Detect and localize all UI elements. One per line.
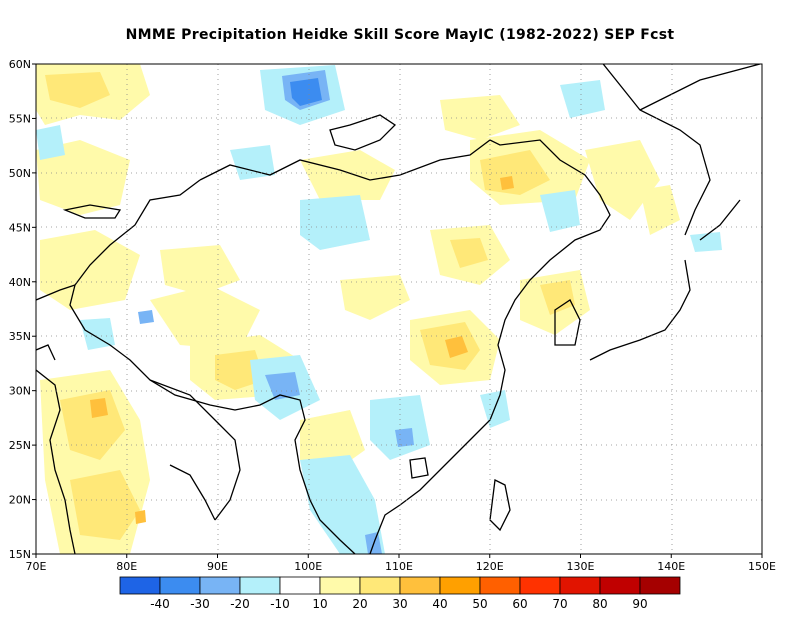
colorbar-swatch (519, 576, 561, 595)
colorbar-label: 60 (512, 597, 527, 611)
lat-tick-label: 25N (9, 439, 31, 452)
colorbar-swatch (119, 576, 161, 595)
colorbar-label: 20 (352, 597, 367, 611)
lon-tick-label: 120E (476, 560, 504, 573)
lon-tick-label: 110E (385, 560, 413, 573)
coastlines-and-borders (36, 64, 761, 554)
colorbar-swatch (239, 576, 281, 595)
colorbar-label: 80 (592, 597, 607, 611)
lon-tick-label: 80E (116, 560, 137, 573)
skill-neg30-40-patches (290, 78, 322, 106)
colorbar-label: 90 (632, 597, 647, 611)
map-title: NMME Precipitation Heidke Skill Score Ma… (125, 27, 675, 43)
lat-tick-label: 15N (9, 548, 31, 561)
lat-tick-label: 35N (9, 330, 31, 343)
colorbar: -40 -30 -20 -10 10 20 30 40 50 60 70 80 90 (119, 576, 681, 611)
colorbar-swatch (599, 576, 641, 595)
colorbar-label: 50 (472, 597, 487, 611)
gridlines (36, 64, 762, 554)
latitude-tick-labels: 15N 20N 25N 30N 35N 40N 45N 50N 55N 60N (9, 58, 36, 561)
colorbar-label: 40 (432, 597, 447, 611)
lon-tick-label: 130E (567, 560, 595, 573)
lat-tick-label: 60N (9, 58, 31, 71)
colorbar-label: 10 (312, 597, 327, 611)
colorbar-swatch (279, 576, 321, 595)
lat-tick-label: 40N (9, 276, 31, 289)
colorbar-swatch (399, 576, 441, 595)
lon-tick-label: 100E (294, 560, 322, 573)
colorbar-label: 70 (552, 597, 567, 611)
lat-tick-label: 50N (9, 167, 31, 180)
skill-field (36, 64, 762, 554)
skill-30-40-patches (90, 176, 514, 524)
colorbar-swatch (479, 576, 521, 595)
colorbar-swatch (439, 576, 481, 595)
colorbar-swatch (159, 576, 201, 595)
lat-tick-label: 30N (9, 385, 31, 398)
lon-tick-label: 90E (207, 560, 228, 573)
colorbar-label: -20 (230, 597, 250, 611)
colorbar-swatch (319, 576, 361, 595)
colorbar-swatch (639, 576, 681, 595)
colorbar-swatch (559, 576, 601, 595)
colorbar-swatch (359, 576, 401, 595)
lat-tick-label: 20N (9, 494, 31, 507)
colorbar-label: 30 (392, 597, 407, 611)
lat-tick-label: 45N (9, 221, 31, 234)
lon-tick-label: 140E (657, 560, 685, 573)
lon-tick-label: 150E (748, 560, 776, 573)
colorbar-swatch (199, 576, 241, 595)
longitude-tick-labels: 70E 80E 90E 100E 110E 120E 130E 140E 150E (26, 554, 776, 573)
lat-tick-label: 55N (9, 112, 31, 125)
colorbar-label: -40 (150, 597, 170, 611)
colorbar-label: -10 (270, 597, 290, 611)
colorbar-label: -30 (190, 597, 210, 611)
lon-tick-label: 70E (26, 560, 47, 573)
